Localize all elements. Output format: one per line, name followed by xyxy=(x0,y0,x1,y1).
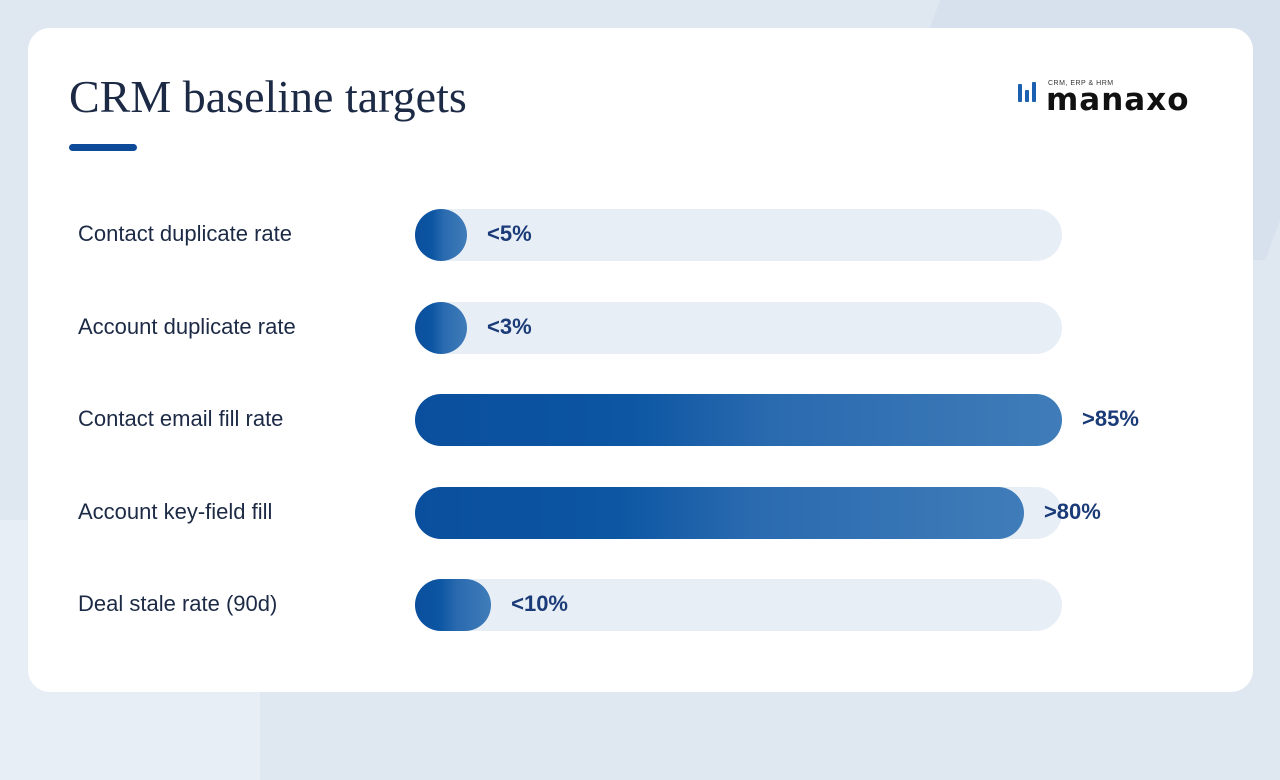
value-label: <3% xyxy=(487,313,532,339)
logo: CRM, ERP & HRM manaxo xyxy=(1018,80,1218,120)
bar-track xyxy=(415,394,1062,446)
logo-name: manaxo xyxy=(1046,82,1190,118)
bar-fill xyxy=(415,579,492,631)
category-label: Contact duplicate rate xyxy=(78,221,293,246)
bar-track xyxy=(415,579,1062,631)
page-title: CRM baseline targets xyxy=(69,71,467,122)
category-label: Account duplicate rate xyxy=(78,313,296,339)
logo-tagline: CRM, ERP & HRM xyxy=(1048,80,1114,87)
title-underline xyxy=(69,144,137,151)
value-label: <5% xyxy=(487,221,532,246)
bar-track xyxy=(415,209,1062,261)
chart-row: Account duplicate rate <3% xyxy=(28,301,1253,354)
bar-fill xyxy=(415,394,1062,446)
value-label: >80% xyxy=(1043,498,1101,524)
bar-fill xyxy=(415,209,467,261)
category-label: Account key-field fill xyxy=(78,498,273,524)
bar-fill xyxy=(415,486,1024,539)
bar-fill xyxy=(415,301,467,354)
slide-card: CRM baseline targets CRM, ERP & HRM mana… xyxy=(28,28,1253,692)
chart-row: Deal stale rate (90d) <10% xyxy=(28,579,1253,631)
value-label: >85% xyxy=(1082,406,1139,431)
chart-row: Contact email fill rate >85% xyxy=(28,394,1253,446)
value-label: <10% xyxy=(511,591,568,616)
bar-track xyxy=(415,486,1062,539)
chart-row: Account key-field fill >80% xyxy=(28,486,1253,539)
category-label: Deal stale rate (90d) xyxy=(78,591,278,616)
chart-row: Contact duplicate rate <5% xyxy=(28,209,1253,261)
category-label: Contact email fill rate xyxy=(78,406,284,431)
bar-track xyxy=(415,301,1062,354)
